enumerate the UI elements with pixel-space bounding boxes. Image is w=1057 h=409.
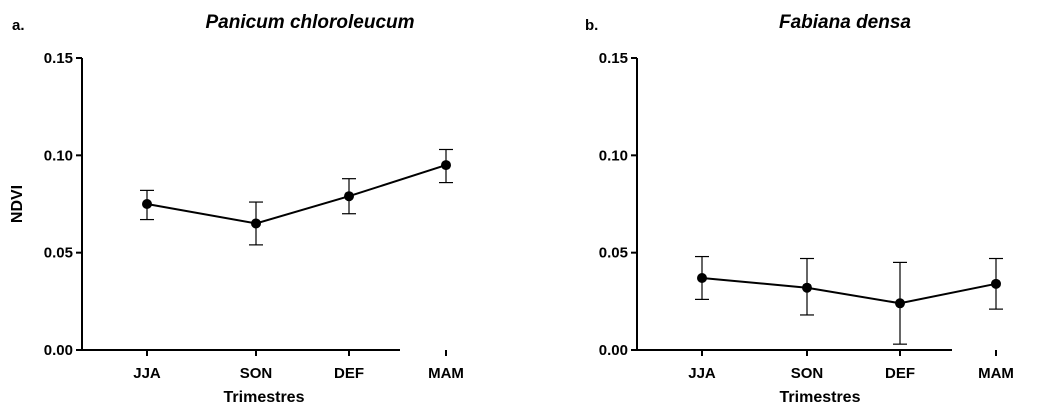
x-tick-label: JJA	[688, 365, 716, 382]
y-tick-label: 0.10	[44, 147, 73, 164]
data-point	[802, 282, 812, 293]
y-tick-label: 0.00	[44, 342, 73, 359]
chart-title: Panicum chloroleucum	[205, 12, 414, 33]
data-point	[895, 298, 905, 309]
data-point	[344, 191, 354, 202]
chart-panel-b: b. Fabiana densa 0.00 0.05 0.10 0.15 JJA SON DEF…	[585, 12, 1014, 406]
x-tick-label: SON	[240, 365, 273, 382]
data-point	[142, 199, 152, 209]
y-tick-label: 0.05	[44, 245, 73, 262]
x-tick-label: DEF	[334, 365, 364, 382]
chart-title: Fabiana densa	[779, 12, 911, 33]
series-line	[146, 164, 447, 225]
data-point	[697, 272, 707, 283]
y-tick-label: 0.15	[599, 50, 628, 67]
x-axis-label: Trimestres	[780, 389, 861, 406]
y-tick-label: 0.00	[599, 342, 628, 359]
data-point	[251, 218, 261, 229]
y-axis-label: NDVI	[9, 185, 26, 223]
y-tick-label: 0.15	[44, 50, 73, 67]
series-line	[701, 276, 997, 305]
y-tick-label: 0.10	[599, 147, 628, 164]
x-tick-label: MAM	[428, 365, 464, 382]
x-tick-label: MAM	[978, 365, 1014, 382]
x-axis-label: Trimestres	[224, 389, 305, 406]
y-tick-label: 0.05	[599, 245, 628, 262]
panel-label: b.	[585, 17, 598, 34]
x-tick-label: DEF	[885, 365, 915, 382]
panel-label: a.	[12, 17, 25, 34]
data-point	[991, 278, 1001, 289]
x-tick-label: JJA	[133, 365, 161, 382]
x-tick-label: SON	[791, 365, 824, 382]
data-point	[441, 160, 451, 171]
chart-panel-a: a. Panicum chloroleucum 0.00 0.05 0.10 0.15 JJ…	[9, 12, 464, 406]
